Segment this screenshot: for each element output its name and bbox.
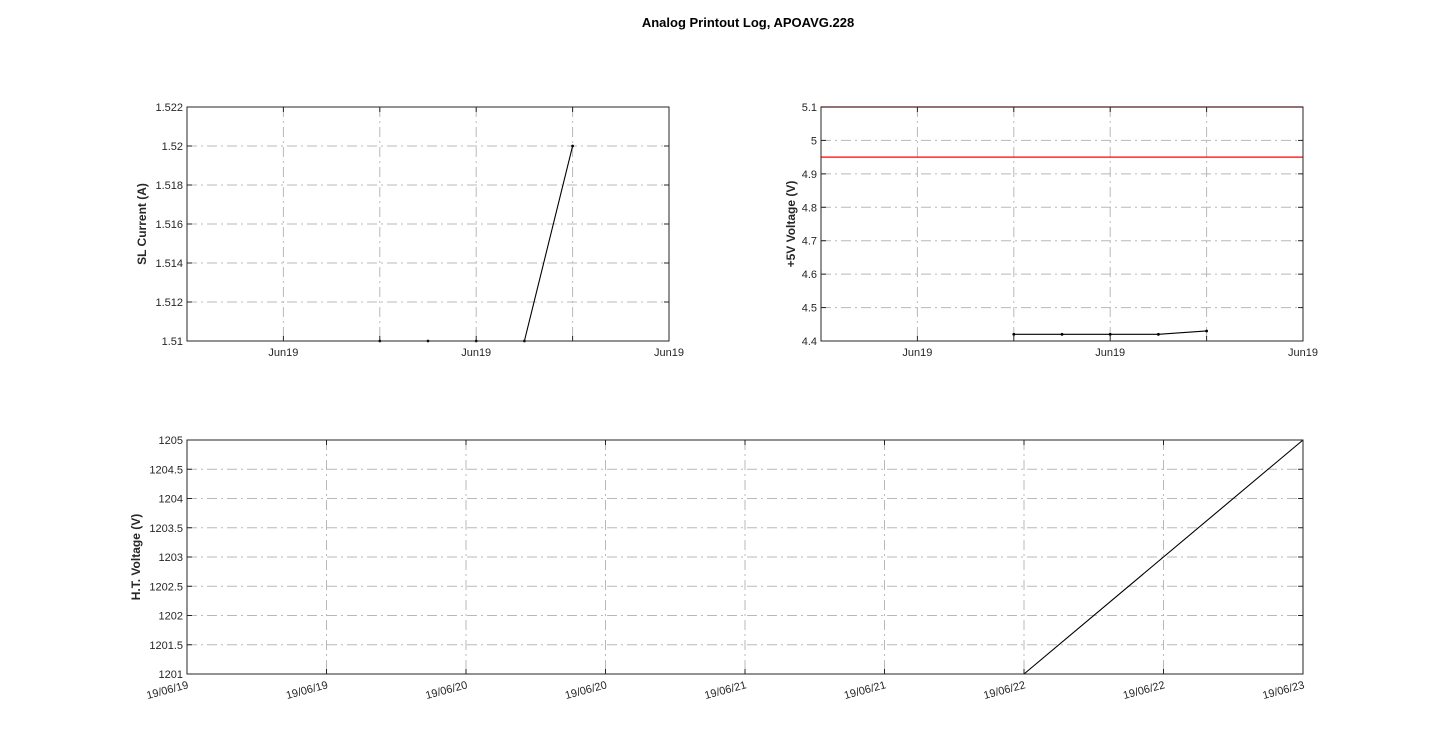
y-tick-label: 1202 [159, 611, 183, 623]
data-point [1205, 329, 1208, 333]
x-tick-label: Jun19 [268, 347, 298, 359]
x-tick-label: 19/06/23 [1261, 679, 1305, 702]
y-tick-label: 1.518 [155, 180, 183, 192]
x-tick-label: 19/06/21 [843, 679, 887, 702]
y-tick-label: 4.6 [802, 269, 817, 281]
y-tick-label: 1201.5 [149, 640, 183, 652]
y-tick-label: 1.52 [162, 141, 183, 153]
y-tick-label: 1.514 [155, 258, 183, 270]
x-tick-label: 19/06/19 [285, 679, 329, 702]
y-tick-label: 1.512 [155, 297, 183, 309]
x-tick-label: 19/06/20 [564, 679, 608, 702]
x-tick-label: Jun19 [654, 347, 684, 359]
x-tick-label: Jun19 [1095, 347, 1125, 359]
x-tick-label: Jun19 [1288, 347, 1318, 359]
y-tick-label: 5.1 [802, 102, 817, 114]
y-tick-label: 1201 [159, 669, 183, 681]
y-tick-label: 1.516 [155, 219, 183, 231]
x-tick-label: 19/06/22 [982, 679, 1026, 702]
data-point [1108, 332, 1112, 336]
y-tick-label: 1204.5 [149, 464, 183, 476]
y-tick-label: 5 [811, 135, 817, 147]
axes-background [820, 106, 1304, 342]
y-tick-label: 4.4 [802, 336, 817, 348]
x-tick-label: Jun19 [902, 347, 932, 359]
axes-border [820, 106, 1304, 342]
data-point [571, 144, 574, 148]
y-axis-label: SL Current (A) [135, 183, 149, 265]
axes-border [186, 106, 670, 342]
axes-border [186, 439, 1304, 675]
y-tick-label: 4.8 [802, 202, 817, 214]
data-point [1060, 332, 1064, 336]
y-tick-label: 1.51 [162, 336, 183, 348]
data-point [1012, 332, 1016, 336]
y-axis-label: H.T. Voltage (V) [129, 514, 143, 600]
x-tick-label: Jun19 [461, 347, 491, 359]
y-tick-label: 4.5 [802, 303, 817, 315]
y-tick-label: 1205 [159, 435, 183, 447]
plus5v-voltage-axes: Jun19 Jun19 Jun19 4.4 4.5 4.6 4.7 4.8 4.9 5 5.1 +5V… [784, 102, 1318, 359]
y-tick-label: 1203 [159, 552, 183, 564]
y-tick-label: 1203.5 [149, 523, 183, 535]
y-tick-label: 4.9 [802, 169, 817, 181]
sl-current-axes: Jun19 Jun19 Jun19 1.51 1.512 1.514 1.516 1.518 1… [135, 102, 684, 359]
y-tick-label: 1.522 [155, 102, 183, 114]
y-axis-label: +5V Voltage (V) [784, 181, 798, 268]
y-tick-label: 1202.5 [149, 581, 183, 593]
x-tick-label: 19/06/20 [424, 679, 468, 702]
y-tick-label: 1204 [159, 494, 183, 506]
x-tick-label: 19/06/19 [145, 679, 189, 702]
ht-voltage-axes: 19/06/19 19/06/19 19/06/20 19/06/20 19/06/21… [129, 435, 1306, 702]
data-point [1157, 332, 1160, 336]
y-tick-label: 4.7 [802, 236, 817, 248]
x-tick-label: 19/06/21 [703, 679, 747, 702]
figure-title: Analog Printout Log, APOAVG.228 [642, 15, 854, 30]
x-tick-label: 19/06/22 [1122, 679, 1166, 702]
